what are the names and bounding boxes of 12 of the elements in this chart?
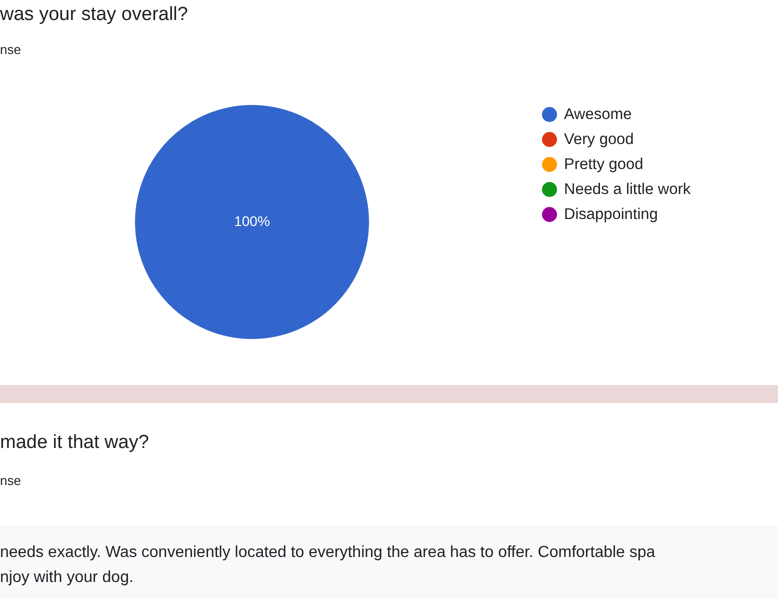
- chart-title: was your stay overall?: [0, 4, 188, 26]
- text: njoy with your dog.: [0, 569, 134, 587]
- text: nse: [0, 473, 21, 488]
- legend-label: Needs a little work: [564, 180, 691, 198]
- text: made it that way?: [0, 432, 149, 454]
- legend-label: Awesome: [564, 106, 632, 124]
- legend-label: Pretty good: [564, 156, 644, 174]
- legend-label: Disappointing: [564, 206, 658, 224]
- text: needs exactly. Was conveniently located to everything the area has to offer. Comfortable spa: [0, 544, 656, 562]
- text: nse: [0, 42, 21, 57]
- legend-label: Very good: [564, 130, 634, 148]
- data-label: 100%: [234, 212, 270, 229]
